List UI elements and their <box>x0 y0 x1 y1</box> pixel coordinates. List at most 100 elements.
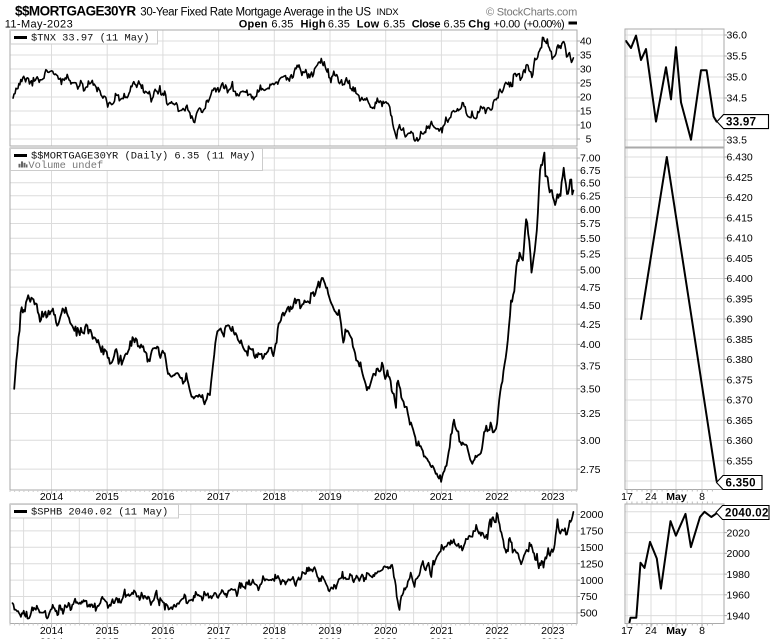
svg-text:5.00: 5.00 <box>580 265 601 277</box>
svg-text:6.395: 6.395 <box>727 293 753 305</box>
svg-text:17: 17 <box>621 491 633 503</box>
svg-text:6.365: 6.365 <box>727 415 753 427</box>
svg-text:30-Year Fixed Rate Mortgage Av: 30-Year Fixed Rate Mortgage Average in t… <box>140 7 371 19</box>
svg-text:6.400: 6.400 <box>727 273 753 285</box>
svg-text:34.5: 34.5 <box>727 93 748 105</box>
svg-text:6.355: 6.355 <box>727 455 753 467</box>
svg-text:11-May-2023: 11-May-2023 <box>5 18 73 30</box>
svg-text:10: 10 <box>580 120 592 132</box>
svg-text:36.0: 36.0 <box>727 30 748 42</box>
svg-text:40: 40 <box>580 36 592 48</box>
svg-text:2017: 2017 <box>207 491 231 503</box>
svg-text:6.420: 6.420 <box>727 192 753 204</box>
svg-text:2023: 2023 <box>541 625 565 637</box>
svg-text:2016: 2016 <box>151 625 175 637</box>
svg-text:6.00: 6.00 <box>580 204 601 216</box>
svg-text:6.415: 6.415 <box>727 212 753 224</box>
svg-text:May: May <box>666 491 687 503</box>
svg-text:1980: 1980 <box>727 569 751 581</box>
svg-text:2018: 2018 <box>263 637 287 639</box>
svg-text:2000: 2000 <box>727 548 751 560</box>
svg-text:35.0: 35.0 <box>727 72 748 84</box>
svg-text:2021: 2021 <box>430 637 454 639</box>
svg-text:35: 35 <box>580 50 592 62</box>
svg-text:33.5: 33.5 <box>727 135 748 147</box>
svg-text:INDX: INDX <box>377 7 400 18</box>
svg-text:2022: 2022 <box>485 637 509 639</box>
svg-text:6.385: 6.385 <box>727 334 753 346</box>
svg-text:6.430: 6.430 <box>727 152 753 164</box>
svg-text:2040.02: 2040.02 <box>725 508 769 520</box>
svg-text:2021: 2021 <box>430 491 454 503</box>
svg-text:1250: 1250 <box>580 558 604 570</box>
svg-text:750: 750 <box>580 591 598 603</box>
svg-text:2015: 2015 <box>96 491 120 503</box>
svg-text:6.405: 6.405 <box>727 253 753 265</box>
svg-text:500: 500 <box>580 608 598 620</box>
svg-text:2018: 2018 <box>263 625 287 637</box>
svg-text:2017: 2017 <box>207 637 231 639</box>
svg-text:6.375: 6.375 <box>727 374 753 386</box>
svg-text:2019: 2019 <box>318 625 342 637</box>
svg-text:30: 30 <box>580 64 592 76</box>
svg-text:2014: 2014 <box>40 637 64 639</box>
svg-text:6.425: 6.425 <box>727 172 753 184</box>
svg-text:2.75: 2.75 <box>580 464 601 476</box>
svg-text:1960: 1960 <box>727 590 751 602</box>
svg-text:2021: 2021 <box>430 625 454 637</box>
svg-text:6.25: 6.25 <box>580 190 601 202</box>
svg-text:15: 15 <box>580 106 592 118</box>
svg-text:5: 5 <box>586 134 592 146</box>
svg-text:1000: 1000 <box>580 575 604 587</box>
svg-text:2016: 2016 <box>151 637 175 639</box>
svg-text:2020: 2020 <box>374 491 398 503</box>
svg-text:2014: 2014 <box>40 491 64 503</box>
svg-text:2020: 2020 <box>374 625 398 637</box>
svg-text:5.25: 5.25 <box>580 249 601 261</box>
svg-text:2015: 2015 <box>96 625 120 637</box>
svg-text:6.390: 6.390 <box>727 314 753 326</box>
svg-text:$$MORTGAGE30YR: $$MORTGAGE30YR <box>15 4 136 19</box>
svg-text:2020: 2020 <box>727 527 751 539</box>
svg-text:$SPHB 2040.02 (11 May): $SPHB 2040.02 (11 May) <box>31 507 168 519</box>
svg-text:4.50: 4.50 <box>580 300 601 312</box>
svg-text:3.25: 3.25 <box>580 408 601 420</box>
svg-text:2020: 2020 <box>374 637 398 639</box>
svg-text:6.380: 6.380 <box>727 354 753 366</box>
svg-text:Volume undef: Volume undef <box>28 160 103 172</box>
svg-text:5.50: 5.50 <box>580 233 601 245</box>
svg-text:24: 24 <box>645 625 657 637</box>
svg-text:$$MORTGAGE30YR (Daily) 6.35 (1: $$MORTGAGE30YR (Daily) 6.35 (11 May) <box>31 151 255 163</box>
svg-text:2017: 2017 <box>207 625 231 637</box>
svg-text:$TNX 33.97 (11 May): $TNX 33.97 (11 May) <box>31 33 149 45</box>
svg-text:2023: 2023 <box>541 491 565 503</box>
svg-text:4.00: 4.00 <box>580 339 601 351</box>
svg-text:6.350: 6.350 <box>726 478 756 490</box>
svg-text:1750: 1750 <box>580 526 604 538</box>
svg-text:May: May <box>666 625 687 637</box>
svg-text:2000: 2000 <box>580 509 604 521</box>
svg-text:2016: 2016 <box>151 491 175 503</box>
svg-text:2019: 2019 <box>318 491 342 503</box>
svg-text:3.00: 3.00 <box>580 435 601 447</box>
svg-text:2023: 2023 <box>541 637 565 639</box>
svg-text:1500: 1500 <box>580 542 604 554</box>
svg-text:7.00: 7.00 <box>580 153 601 165</box>
svg-text:25: 25 <box>580 78 592 90</box>
svg-text:2015: 2015 <box>96 637 120 639</box>
svg-text:8: 8 <box>699 491 705 503</box>
svg-text:© StockCharts.com: © StockCharts.com <box>486 7 577 19</box>
svg-text:4.25: 4.25 <box>580 319 601 331</box>
svg-text:33.97: 33.97 <box>726 117 756 129</box>
svg-text:6.410: 6.410 <box>727 233 753 245</box>
svg-text:20: 20 <box>580 92 592 104</box>
svg-text:24: 24 <box>645 491 657 503</box>
svg-text:6.370: 6.370 <box>727 395 753 407</box>
svg-text:2014: 2014 <box>40 625 64 637</box>
svg-text:1940: 1940 <box>727 610 751 622</box>
svg-text:6.360: 6.360 <box>727 435 753 447</box>
svg-text:2022: 2022 <box>485 625 509 637</box>
svg-text:6.50: 6.50 <box>580 177 601 189</box>
svg-text:17: 17 <box>621 625 633 637</box>
